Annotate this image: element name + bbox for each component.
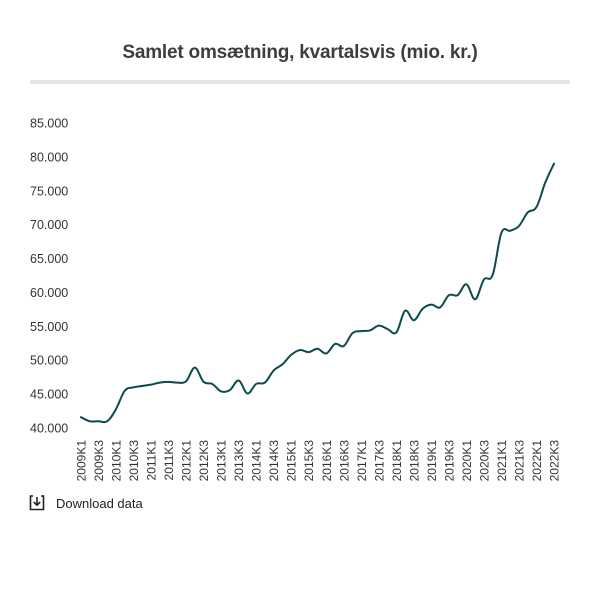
line-chart: 40.000 45.000 50.000 55.000 60.000 65.000 70.0… (30, 117, 562, 482)
x-tick-label: 2012K1 (180, 440, 194, 482)
x-tick-label: 2017K1 (355, 440, 369, 482)
x-tick-label: 2021K1 (495, 440, 509, 482)
x-tick-label: 2011K1 (145, 440, 159, 481)
x-tick-label: 2016K1 (320, 440, 334, 482)
y-tick-label: 65.000 (30, 252, 68, 266)
x-tick-label: 2016K3 (337, 440, 351, 482)
x-tick-label: 2022K3 (548, 440, 562, 482)
x-tick-label: 2010K3 (127, 440, 141, 482)
y-tick-label: 50.000 (30, 354, 68, 368)
title-divider (30, 80, 570, 84)
x-tick-label: 2010K1 (110, 440, 124, 482)
download-icon (29, 495, 45, 511)
x-tick-label: 2018K3 (407, 440, 421, 482)
y-tick-label: 75.000 (30, 184, 68, 198)
x-tick-label: 2020K3 (477, 440, 491, 482)
y-tick-label: 40.000 (30, 422, 68, 436)
download-data-label: Download data (56, 495, 143, 511)
x-tick-label: 2013K1 (215, 440, 229, 482)
x-tick-label: 2015K3 (302, 440, 316, 482)
y-tick-label: 55.000 (30, 320, 68, 334)
x-tick-label: 2021K3 (512, 440, 526, 482)
download-data-button[interactable]: Download data (28, 494, 143, 512)
x-tick-label: 2018K1 (390, 440, 404, 482)
y-tick-label: 60.000 (30, 286, 68, 300)
x-tick-label: 2013K3 (232, 440, 246, 482)
x-tick-label: 2009K1 (75, 440, 89, 482)
y-tick-label: 80.000 (30, 150, 68, 164)
x-tick-label: 2019K3 (442, 440, 456, 482)
x-tick-label: 2011K3 (162, 440, 176, 481)
x-tick-label: 2020K1 (460, 440, 474, 482)
chart-title: Samlet omsætning, kvartalsvis (mio. kr.) (122, 42, 478, 63)
x-tick-label: 2015K1 (285, 440, 299, 482)
y-tick-label: 70.000 (30, 218, 68, 232)
x-tick-label: 2012K3 (197, 440, 211, 482)
x-tick-label: 2019K1 (425, 440, 439, 482)
y-axis: 40.000 45.000 50.000 55.000 60.000 65.000 70.0… (30, 117, 68, 436)
x-axis: 2009K1 2009K3 2010K1 2010K3 2011K1 2011K3 2012… (75, 440, 562, 482)
x-tick-label: 2009K3 (92, 440, 106, 482)
y-tick-label: 85.000 (30, 117, 68, 131)
x-tick-label: 2014K3 (267, 440, 281, 482)
x-tick-label: 2014K1 (250, 440, 264, 482)
y-tick-label: 45.000 (30, 388, 68, 402)
series-line (80, 162, 555, 424)
x-tick-label: 2022K1 (530, 440, 544, 482)
x-tick-label: 2017K3 (372, 440, 386, 482)
